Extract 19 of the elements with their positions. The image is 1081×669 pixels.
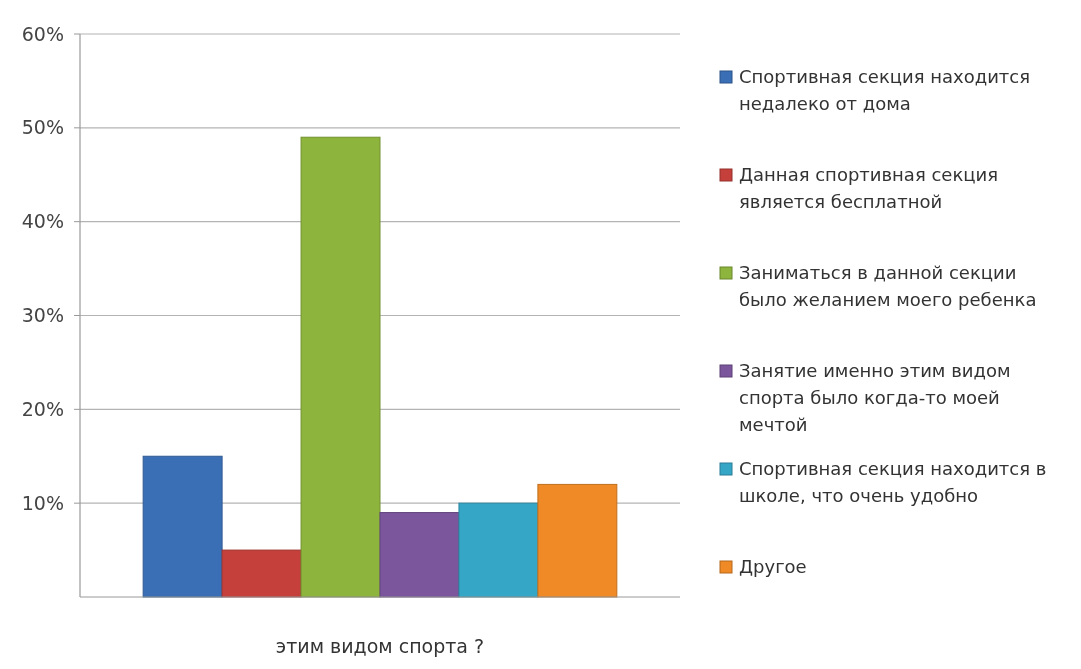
y-tick-label: 10% — [21, 491, 64, 514]
bar — [537, 483, 618, 598]
x-axis-title: этим видом спорта ? — [275, 635, 485, 657]
bar — [300, 136, 381, 598]
bar — [142, 455, 223, 598]
y-tick-label: 20% — [21, 397, 64, 420]
legend-label: Другое — [739, 556, 807, 578]
legend-label: Заниматься в данной секции было желанием моего ребенка — [739, 262, 1037, 311]
y-tick-label: 60% — [21, 22, 64, 45]
legend-label: Спортивная секция находится в школе, что очень удобно — [739, 458, 1047, 507]
legend-label: Спортивная секция находится недалеко от дома — [739, 66, 1031, 115]
y-tick-label: 50% — [21, 116, 64, 139]
bar — [221, 549, 302, 598]
y-tick-label: 40% — [21, 210, 64, 233]
bar — [379, 512, 460, 598]
legend-label: Занятие именно этим видом спорта было когда-то моей мечтой — [739, 360, 1011, 436]
bar — [458, 502, 539, 598]
legend-label: Данная спортивная секция является бесплатной — [739, 164, 999, 213]
y-tick-label: 30% — [21, 304, 64, 327]
